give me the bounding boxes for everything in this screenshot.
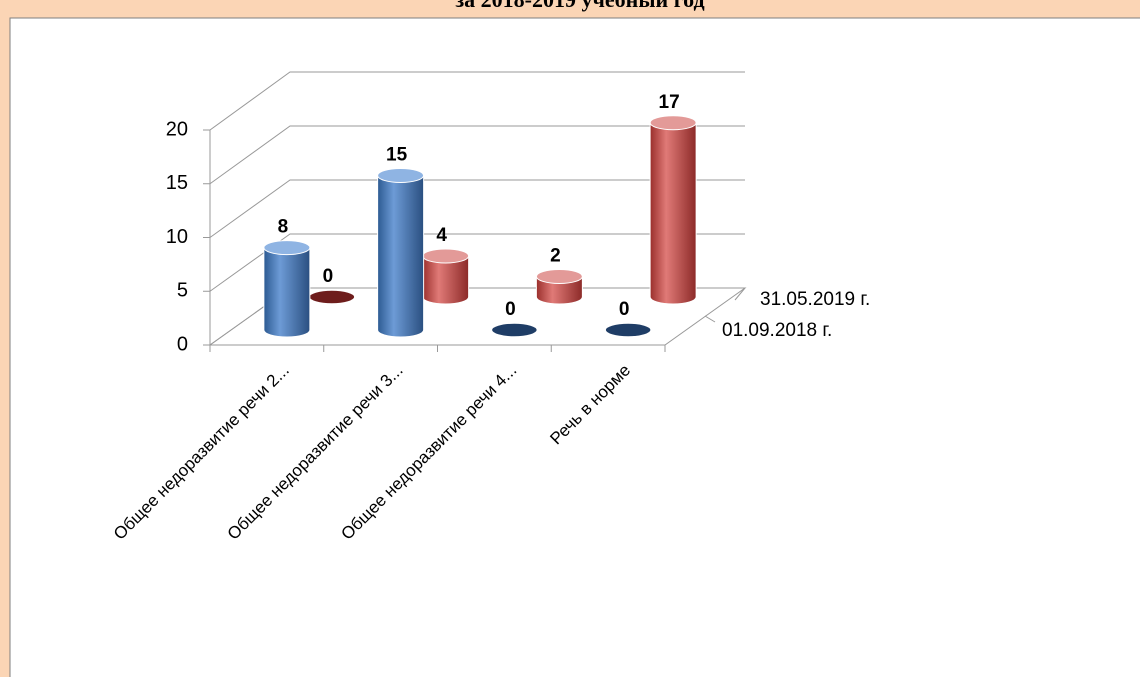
- data-label: 8: [278, 217, 289, 238]
- data-label: 15: [386, 145, 408, 166]
- y-tick-label: 5: [177, 280, 188, 302]
- bar-top: [649, 115, 697, 131]
- bar: [263, 247, 311, 338]
- data-label: 4: [436, 225, 447, 246]
- y-tick-label: 15: [166, 172, 188, 194]
- data-label: 0: [619, 299, 630, 320]
- bar-top: [535, 269, 583, 284]
- y-tick-label: 0: [177, 333, 188, 355]
- bar-top: [263, 240, 311, 256]
- bar: [535, 276, 583, 305]
- grid-line: [209, 125, 745, 185]
- bar-top: [377, 168, 425, 183]
- data-label: 0: [505, 299, 516, 320]
- bar: [308, 289, 356, 305]
- bar-top: [422, 248, 470, 264]
- data-label: 0: [323, 266, 334, 287]
- grid-line: [209, 233, 745, 292]
- chart-area: [9, 17, 1140, 677]
- legend-leader: [704, 315, 716, 323]
- data-label: 2: [550, 246, 561, 267]
- bar: [377, 175, 425, 338]
- grid-line: [209, 71, 745, 131]
- y-tick-label: 10: [166, 226, 188, 248]
- legend-label: 01.09.2018 г.: [722, 320, 832, 341]
- chart-title: за 2018-2019 учебный год: [455, 0, 704, 12]
- bar: [649, 122, 697, 305]
- data-label: 17: [659, 92, 680, 113]
- legend-leader: [734, 287, 746, 301]
- y-tick-label: 20: [166, 118, 188, 140]
- bar: [490, 322, 539, 338]
- bar: [604, 322, 652, 338]
- grid-line: [209, 179, 745, 238]
- legend-label: 31.05.2019 г.: [760, 289, 870, 310]
